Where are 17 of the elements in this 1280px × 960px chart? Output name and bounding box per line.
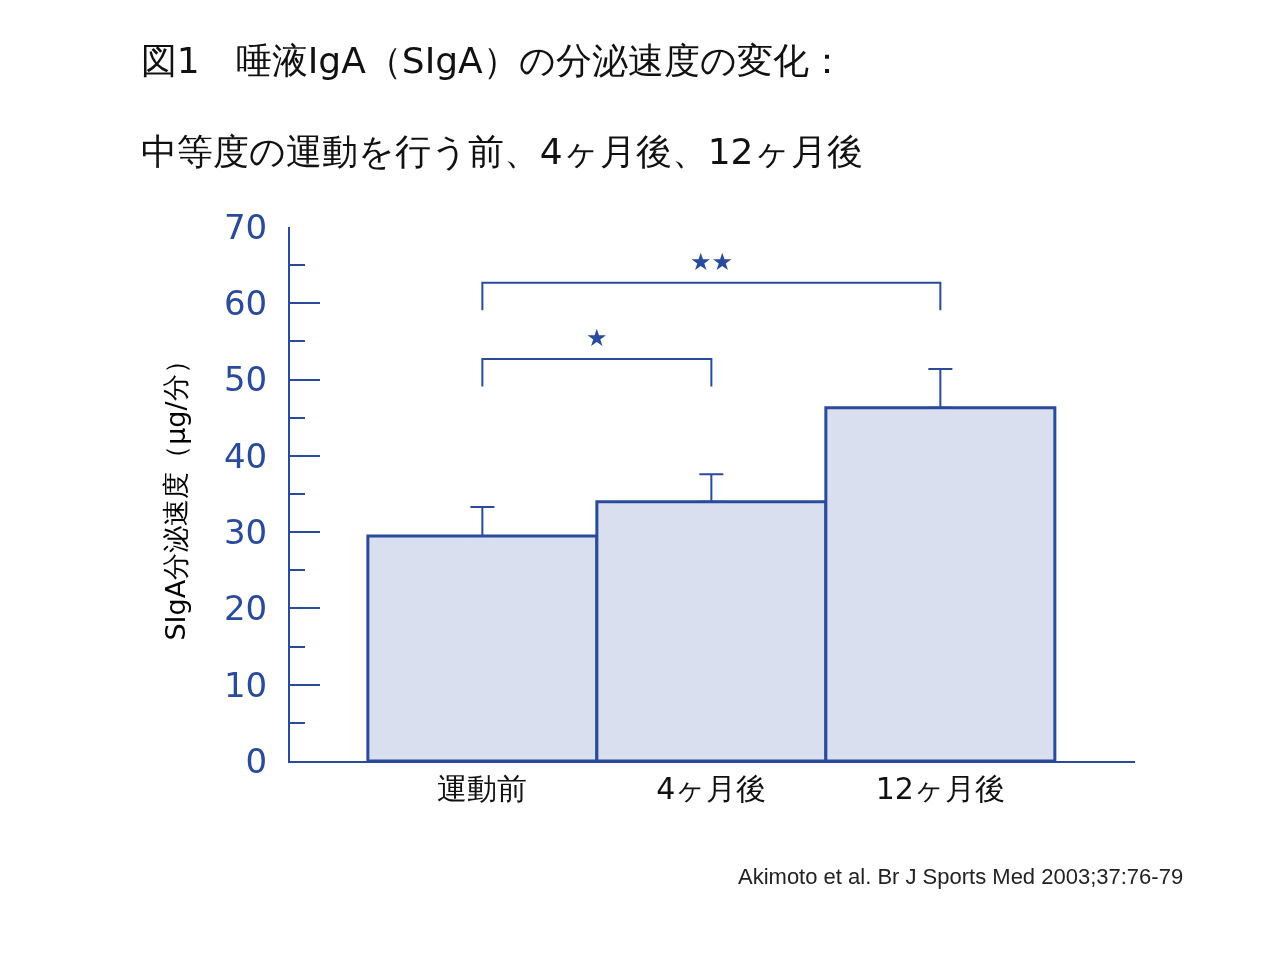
y-tick-label: 50: [223, 359, 268, 400]
annotation: ★★: [690, 248, 734, 276]
x-tick-label: 運動前: [437, 771, 528, 806]
text: Akimoto et al. Br J Sports Med 2003;37:76-79: [738, 864, 1184, 889]
y-tick-label: 60: [223, 283, 268, 324]
annotation: ★: [586, 324, 608, 352]
chart-subtitle: 中等度の運動を行う前、4ヶ月後、12ヶ月後: [140, 131, 863, 172]
y-tick-label: 30: [223, 512, 268, 553]
y-tick-label: 40: [223, 435, 268, 476]
x-tick-label: 4ヶ月後: [656, 771, 767, 806]
y-tick-label: 0: [245, 740, 268, 781]
x-tick-label: 12ヶ月後: [875, 771, 1005, 806]
chart-title: 図1 唾液IgA（SIgA）の分泌速度の変化：: [140, 40, 845, 82]
y-tick-label: 10: [223, 664, 268, 705]
y-tick-label: 70: [223, 206, 268, 247]
y-tick-label: 20: [223, 588, 268, 629]
y-axis-title: SIgA分泌速度（μg/分）: [160, 347, 192, 641]
